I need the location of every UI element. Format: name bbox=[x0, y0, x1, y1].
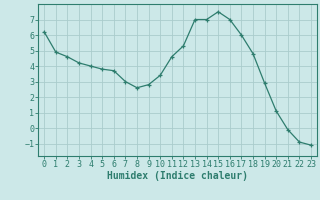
X-axis label: Humidex (Indice chaleur): Humidex (Indice chaleur) bbox=[107, 171, 248, 181]
